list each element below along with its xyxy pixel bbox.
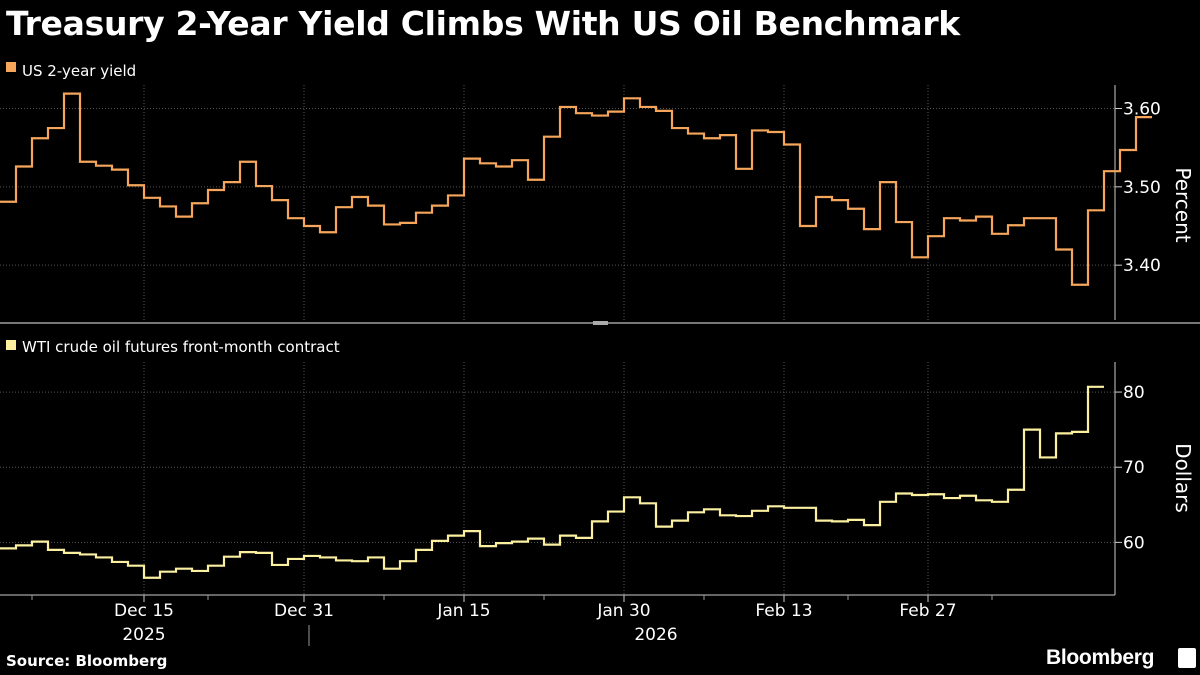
x-tick-label: Jan 15 bbox=[436, 601, 490, 621]
x-tick-label: Feb 13 bbox=[755, 601, 812, 621]
x-tick-label: Dec 15 bbox=[114, 601, 174, 621]
bloomberg-logo-icon bbox=[1178, 648, 1196, 668]
yield-y-tick-label: 3.50 bbox=[1123, 178, 1161, 198]
yield-legend-swatch bbox=[6, 62, 16, 72]
x-year-label: 2026 bbox=[634, 625, 677, 645]
brand-logo: Bloomberg bbox=[1046, 646, 1155, 669]
oil-y-axis: 60 70 80 bbox=[1114, 362, 1145, 595]
source-note: Source: Bloomberg bbox=[6, 652, 168, 670]
x-tick-label: Jan 30 bbox=[596, 601, 650, 621]
yield-y-tick-label: 3.40 bbox=[1123, 256, 1161, 276]
yield-y-axis: 3.40 3.50 3.60 bbox=[1114, 85, 1161, 320]
oil-y-tick-label: 60 bbox=[1123, 533, 1145, 553]
oil-y-axis-label: Dollars bbox=[1171, 443, 1195, 513]
yield-y-tick-label: 3.60 bbox=[1123, 100, 1161, 120]
yield-gridlines bbox=[0, 84, 1115, 321]
oil-legend-swatch bbox=[6, 340, 16, 350]
oil-y-tick-label: 70 bbox=[1123, 458, 1145, 478]
yield-y-axis-label: Percent bbox=[1171, 167, 1195, 242]
oil-panel: WTI crude oil futures front-month contra… bbox=[0, 338, 1195, 596]
oil-y-tick-label: 80 bbox=[1123, 383, 1145, 403]
x-tick-label: Feb 27 bbox=[899, 601, 956, 621]
yield-panel: US 2-year yield 3.40 3.50 3.60 Percent bbox=[0, 62, 1195, 321]
oil-legend-label: WTI crude oil futures front-month contra… bbox=[22, 338, 340, 356]
x-axis: Dec 15 Dec 31 Jan 15 Jan 30 Feb 13 Feb 27 2025… bbox=[0, 594, 1115, 646]
oil-gridlines bbox=[0, 361, 1115, 596]
oil-series-line bbox=[0, 385, 1104, 579]
chart-title: Treasury 2-Year Yield Climbs With US Oil… bbox=[6, 4, 960, 43]
yield-legend-label: US 2-year yield bbox=[22, 62, 136, 80]
panel-resize-handle[interactable] bbox=[593, 321, 608, 325]
x-year-label: 2025 bbox=[122, 625, 165, 645]
x-tick-label: Dec 31 bbox=[274, 601, 334, 621]
yield-series-line bbox=[0, 92, 1152, 286]
